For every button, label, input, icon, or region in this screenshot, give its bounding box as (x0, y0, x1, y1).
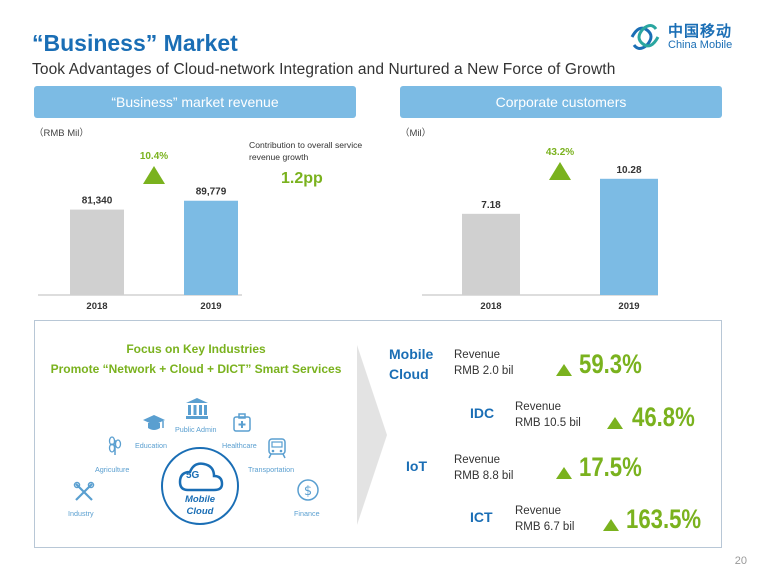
revenue-label: Revenue (454, 454, 501, 466)
industry-panel (34, 320, 722, 548)
healthcare-icon (233, 413, 251, 432)
growth-up-icon (143, 166, 165, 184)
metric-name-line1: Mobile (389, 346, 434, 362)
x-tick-label: 2019 (618, 301, 639, 312)
metric-iot-name: IoT (406, 458, 427, 474)
logo-chinese-text: 中国移动 (668, 23, 733, 40)
customers-bar-chart: 7.18 2018 10.28 2019 43.2% (422, 147, 658, 312)
contribution-note: Contribution to overall service revenue … (249, 140, 363, 162)
metric-mobile-cloud-name: Mobile Cloud (389, 344, 433, 384)
bar-2019 (184, 200, 238, 295)
page-title: “Business” Market (32, 30, 238, 56)
growth-up-icon (556, 364, 572, 376)
revenue-chart-unit: （RMB Mil） (34, 128, 89, 139)
focus-subheading: Promote “Network + Cloud + DICT” Smart S… (50, 362, 342, 376)
transportation-icon (268, 438, 286, 459)
growth-annotation: 43.2% (546, 147, 574, 158)
revenue-value: RMB 2.0 bil (454, 365, 514, 377)
svg-text:$: $ (304, 484, 312, 499)
metric-idc-revenue: Revenue RMB 10.5 bil (515, 399, 581, 431)
metric-idc-name: IDC (470, 405, 495, 421)
metric-ict-name: ICT (470, 509, 493, 525)
industry-public-admin: Public Admin (175, 425, 217, 434)
bar-2018 (462, 213, 520, 295)
metric-ict-revenue: Revenue RMB 6.7 bil (515, 503, 574, 535)
revenue-label: Revenue (515, 505, 562, 517)
panel-arrow-icon (357, 345, 387, 525)
bar-value-label: 10.28 (616, 165, 641, 176)
education-icon (143, 415, 165, 430)
bar-value-label: 81,340 (82, 196, 113, 207)
growth-annotation: 10.4% (140, 151, 168, 162)
page-number: 20 (734, 555, 747, 567)
revenue-value: RMB 8.8 bil (454, 470, 514, 482)
revenue-value: RMB 10.5 bil (515, 417, 581, 429)
china-mobile-logo-icon (630, 24, 660, 50)
revenue-label: Revenue (454, 349, 501, 361)
customers-chart-header: Corporate customers (400, 86, 722, 118)
customers-chart-unit: （Mil） (400, 128, 432, 139)
industry-education: Education (135, 441, 167, 450)
industry-industry: Industry (68, 509, 94, 518)
industry-agriculture: Agriculture (95, 465, 130, 474)
x-tick-label: 2019 (200, 301, 221, 312)
growth-up-icon (607, 417, 623, 429)
metric-idc-pct: 46.8% (632, 402, 695, 432)
industry-transportation: Transportation (248, 465, 295, 474)
contribution-value: 1.2pp (281, 170, 323, 187)
metric-iot-revenue: Revenue RMB 8.8 bil (454, 452, 513, 484)
growth-up-icon (556, 467, 572, 479)
bar-2019 (600, 178, 658, 295)
agriculture-icon (108, 436, 122, 455)
revenue-chart-header: “Business” market revenue (34, 86, 356, 118)
x-tick-label: 2018 (86, 301, 107, 312)
revenue-label: Revenue (515, 401, 562, 413)
bar-value-label: 89,779 (196, 187, 227, 198)
growth-up-icon (603, 519, 619, 531)
cloud-center-label: Mobile Cloud (184, 494, 216, 517)
china-mobile-logo: 中国移动 China Mobile (626, 18, 746, 58)
metric-iot-pct: 17.5% (579, 452, 642, 482)
finance-icon: $ (297, 479, 319, 501)
revenue-value: RMB 6.7 bil (515, 521, 575, 533)
page-subtitle: Took Advantages of Cloud-network Integra… (32, 61, 616, 78)
public-admin-icon (186, 398, 208, 419)
bar-2018 (70, 209, 124, 295)
metric-ict-pct: 163.5% (626, 504, 702, 534)
industry-finance: Finance (294, 509, 320, 518)
growth-up-icon (549, 162, 571, 180)
industry-healthcare: Healthcare (222, 441, 257, 450)
bar-value-label: 7.18 (481, 200, 501, 211)
metric-name-line2: Cloud (389, 366, 429, 382)
focus-heading: Focus on Key Industries (126, 342, 266, 356)
x-tick-label: 2018 (480, 301, 501, 312)
logo-english-text: China Mobile (668, 39, 733, 51)
industry-tools-icon (73, 481, 95, 501)
metric-mobile-cloud-pct: 59.3% (579, 349, 642, 379)
cloud-5g-label: 5G (186, 470, 200, 481)
metric-mobile-cloud-revenue: Revenue RMB 2.0 bil (454, 347, 513, 379)
mobile-cloud-icon (161, 447, 239, 525)
revenue-bar-chart: 81,340 2018 89,779 2019 10.4% (38, 151, 242, 312)
